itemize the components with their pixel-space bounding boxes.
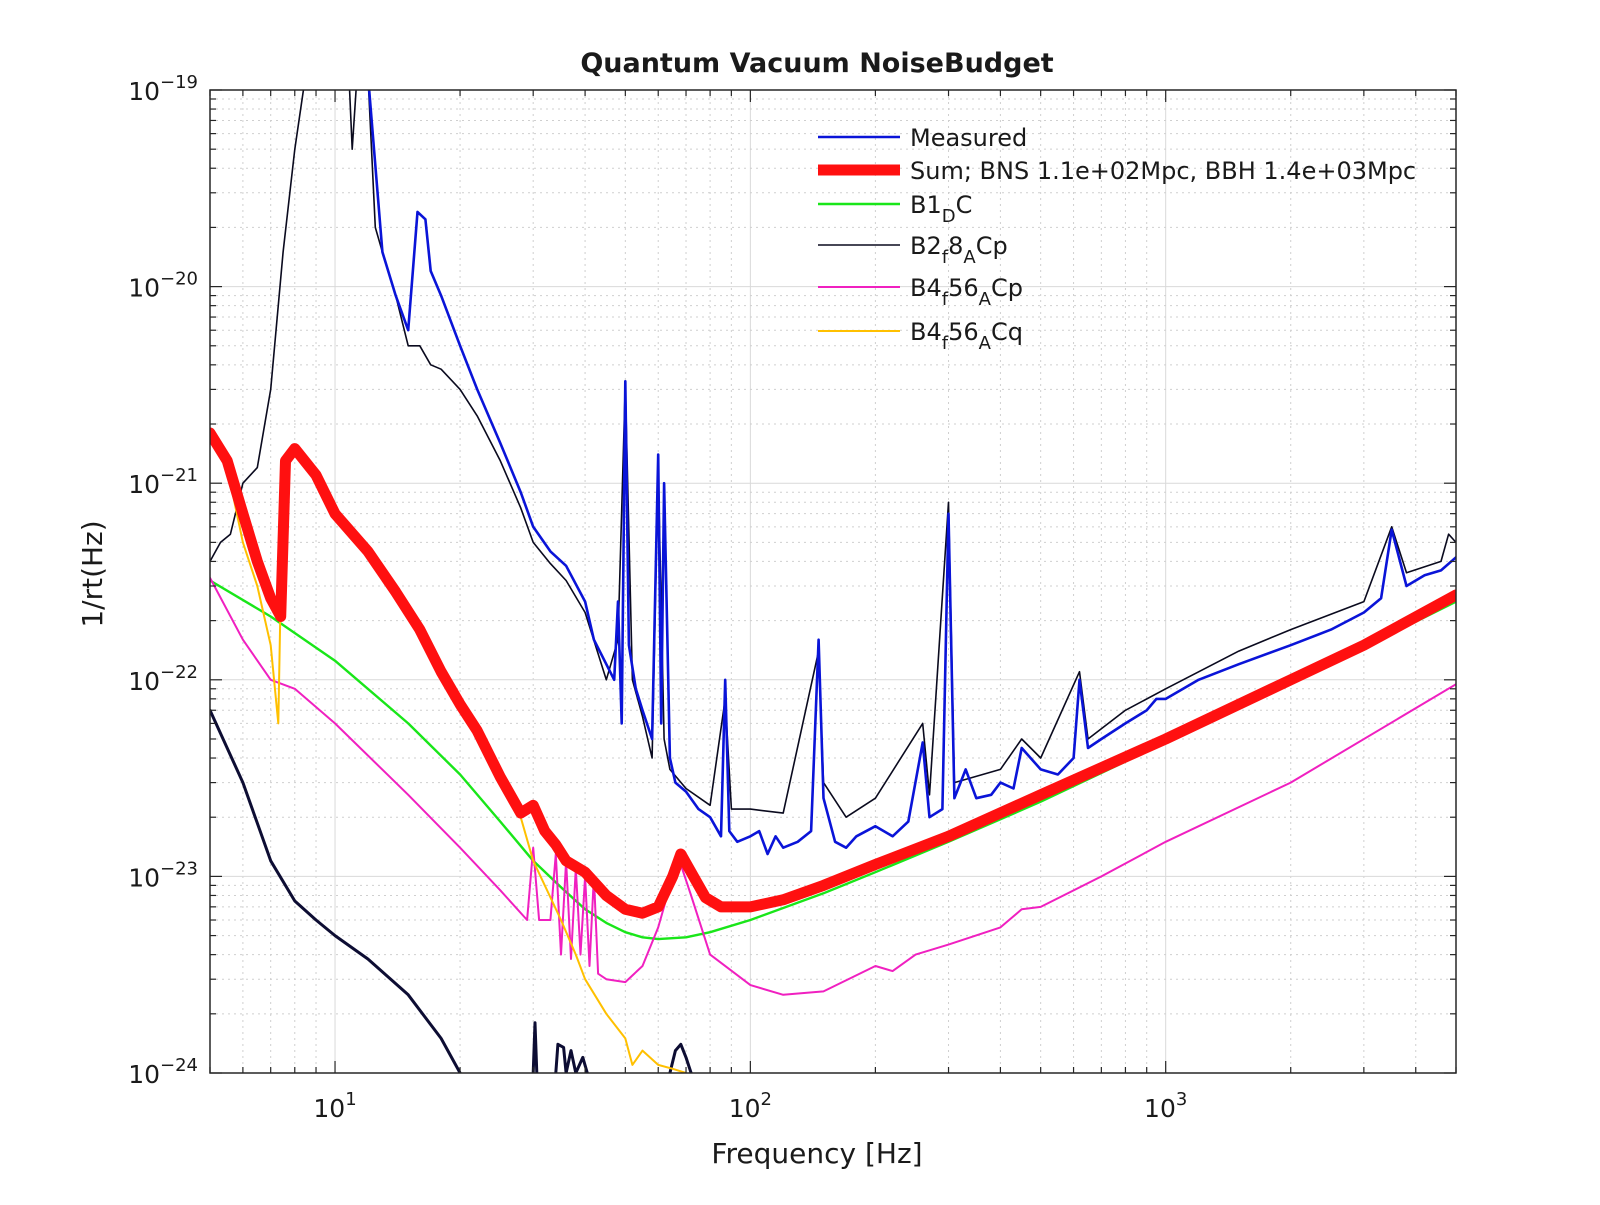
legend-label-part: 56 bbox=[948, 274, 979, 302]
y-tick-label: 10−19 bbox=[128, 72, 198, 106]
legend-label: Sum; BNS 1.1e+02Mpc, BBH 1.4e+03Mpc bbox=[910, 157, 1416, 185]
legend-label-part: A bbox=[979, 333, 992, 354]
tick-label-base: 10 bbox=[128, 1060, 160, 1089]
tick-label-base: 10 bbox=[128, 77, 160, 106]
y-tick-label: 10−22 bbox=[128, 662, 198, 696]
y-tick-label: 10−24 bbox=[128, 1055, 198, 1089]
tick-label-base: 10 bbox=[1144, 1094, 1176, 1123]
data-series bbox=[210, 90, 1456, 1073]
legend-label-part: Cp bbox=[991, 274, 1023, 302]
legend-entry-sum-bns-1-1e-02mpc-bbh-1-4e-03mpc: Sum; BNS 1.1e+02Mpc, BBH 1.4e+03Mpc bbox=[818, 157, 1416, 185]
legend-label-part: B4 bbox=[910, 318, 942, 346]
tick-label-exponent: −21 bbox=[160, 465, 198, 486]
tick-label-exponent: −24 bbox=[160, 1055, 198, 1076]
legend-label-part: D bbox=[942, 206, 956, 227]
legend-label-part: f bbox=[942, 333, 949, 354]
series-line-sum-bns-1-1e-02mpc-bbh-1-4e-03mpc bbox=[210, 427, 1456, 919]
legend-label-part: Sum; BNS 1.1e+02Mpc, BBH 1.4e+03Mpc bbox=[910, 157, 1416, 185]
x-tick-label: 101 bbox=[313, 1089, 356, 1123]
legend-label-part: A bbox=[963, 247, 976, 268]
legend-label-part: B1 bbox=[910, 191, 942, 219]
legend-label: B4f56ACp bbox=[910, 274, 1023, 310]
legend-label-part: Cq bbox=[991, 318, 1023, 346]
tick-label-base: 10 bbox=[729, 1094, 761, 1123]
x-tick-label: 103 bbox=[1144, 1089, 1187, 1123]
y-tick-label: 10−21 bbox=[128, 465, 198, 499]
legend-label: B2f8ACp bbox=[910, 232, 1008, 268]
legend-entry-b4-f-56-a-cp: B4f56ACp bbox=[818, 274, 1023, 310]
series-line-unlabeled-8 bbox=[554, 1042, 589, 1073]
tick-label-base: 10 bbox=[128, 667, 160, 696]
legend-label: B1DC bbox=[910, 191, 972, 227]
series-line-unlabeled-9 bbox=[668, 1042, 693, 1073]
series-line-unlabeled-6 bbox=[210, 708, 462, 1073]
tick-label-exponent: 3 bbox=[1176, 1089, 1187, 1110]
series-line-measured bbox=[367, 90, 1456, 856]
grid-lines bbox=[209, 89, 1457, 1074]
legend-entry-b4-f-56-a-cq: B4f56ACq bbox=[818, 318, 1023, 354]
legend-label-part: Measured bbox=[910, 124, 1027, 152]
legend-label-part: A bbox=[979, 289, 992, 310]
y-tick-label: 10−23 bbox=[128, 858, 198, 892]
y-axis-label: 1/rt(Hz) bbox=[76, 520, 109, 627]
legend-entry-b2-f-8-a-cp: B2f8ACp bbox=[818, 232, 1008, 268]
tick-label-exponent: −22 bbox=[160, 662, 198, 683]
plot-frame bbox=[209, 89, 1457, 1074]
legend-label-part: C bbox=[956, 191, 973, 219]
x-tick-label: 102 bbox=[729, 1089, 772, 1123]
legend: Measured Sum; BNS 1.1e+02Mpc, BBH 1.4e+03… bbox=[818, 124, 1416, 354]
tick-label-exponent: −23 bbox=[160, 858, 198, 879]
y-tick-label: 10−20 bbox=[128, 269, 198, 303]
tick-label-base: 10 bbox=[128, 274, 160, 303]
plot-frame-rect bbox=[209, 89, 1457, 1074]
tick-label-base: 10 bbox=[128, 863, 160, 892]
legend-label-part: 56 bbox=[948, 318, 979, 346]
tick-label-base: 10 bbox=[128, 470, 160, 499]
legend-label: Measured bbox=[910, 124, 1027, 152]
legend-entry-measured: Measured bbox=[818, 124, 1027, 152]
legend-label-part: B2 bbox=[910, 232, 942, 260]
legend-label-part: B4 bbox=[910, 274, 942, 302]
legend-label-part: f bbox=[942, 289, 949, 310]
series-line-b4-f-56-a-cp bbox=[210, 576, 1456, 996]
tick-label-base: 10 bbox=[313, 1094, 345, 1123]
x-axis-label: Frequency [Hz] bbox=[711, 1137, 922, 1170]
legend-label-part: f bbox=[942, 247, 949, 268]
tick-label-exponent: −20 bbox=[160, 269, 198, 290]
legend-entry-b1-d-c: B1DC bbox=[818, 191, 972, 227]
tick-label-exponent: 2 bbox=[761, 1089, 772, 1110]
legend-label-part: 8 bbox=[948, 232, 963, 260]
legend-label: B4f56ACq bbox=[910, 318, 1023, 354]
chart-title: Quantum Vacuum NoiseBudget bbox=[580, 48, 1053, 79]
tick-label-exponent: −19 bbox=[160, 72, 198, 93]
tick-label-exponent: 1 bbox=[345, 1089, 356, 1110]
legend-label-part: Cp bbox=[976, 232, 1008, 260]
series-line-unlabeled-7 bbox=[531, 1021, 539, 1073]
